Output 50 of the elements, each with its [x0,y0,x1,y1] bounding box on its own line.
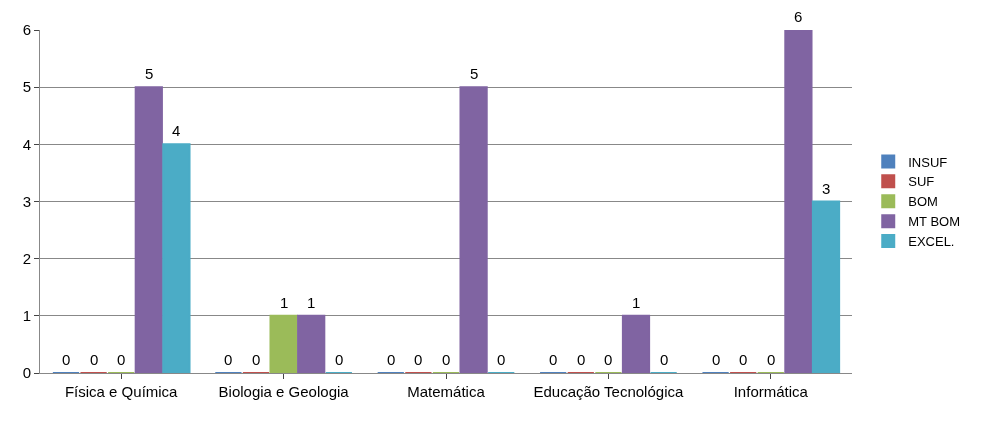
legend-label: MT BOM [908,214,961,230]
x-tick-label: Educação Tecnológica [533,383,684,400]
bar [459,86,488,373]
bar [297,314,326,373]
data-label: 4 [172,122,181,139]
data-label: 0 [712,351,721,368]
legend-label: EXCEL. [908,234,955,250]
data-label: 0 [90,351,99,368]
data-label: 0 [117,351,126,368]
data-label: 0 [739,351,748,368]
y-tick-label: 4 [22,135,31,153]
y-tick-label: 1 [22,307,31,325]
data-label: 0 [604,351,613,368]
bar [811,200,841,373]
bar [134,86,163,373]
data-label: 1 [280,294,289,311]
data-label: 0 [767,351,776,368]
data-label: 0 [497,351,506,368]
bar [269,314,298,373]
bar [784,30,813,373]
data-label: 5 [145,65,154,82]
legend-label: INSUF [908,154,948,170]
data-label: 5 [470,65,479,82]
data-label: 3 [822,180,831,197]
y-tick-label: 0 [22,364,31,382]
y-tick-label: 2 [22,249,31,267]
data-label: 6 [794,8,803,25]
y-tick-label: 6 [22,21,31,39]
data-label: 0 [387,351,396,368]
data-label: 0 [660,351,669,368]
x-tick-label: Física e Química [64,383,179,400]
data-label: 0 [442,351,451,368]
y-tick-label: 5 [22,78,31,96]
y-tick-label: 3 [22,192,31,210]
x-tick-label: Biologia e Geologia [218,383,350,400]
data-label: 0 [224,351,233,368]
data-label: 0 [335,351,344,368]
bar [162,143,191,373]
legend-label: BOM [908,194,938,210]
bar [621,314,651,373]
data-label: 1 [632,294,641,311]
data-label: 0 [577,351,586,368]
data-label: 0 [549,351,558,368]
data-label: 0 [414,351,423,368]
x-tick-label: Informática [733,383,809,400]
data-label: 1 [307,294,316,311]
x-tick-label: Matemática [407,383,486,400]
data-label: 0 [62,351,71,368]
legend-label: SUF [908,174,935,190]
data-label: 0 [252,351,261,368]
